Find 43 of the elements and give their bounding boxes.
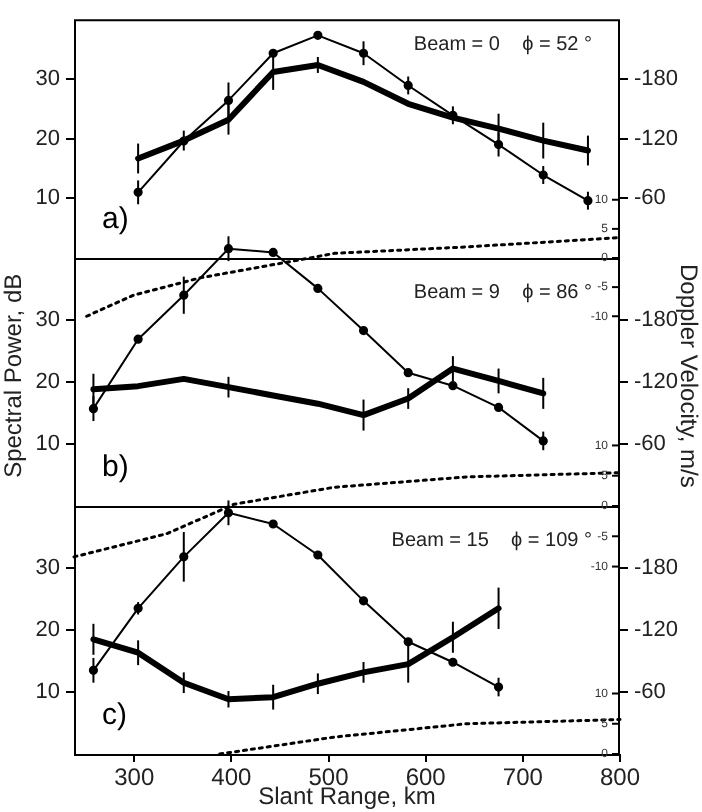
y2-tick-label: -60 bbox=[634, 432, 666, 457]
point bbox=[268, 519, 278, 529]
y-tick-label: 30 bbox=[35, 308, 60, 333]
annotation: Beam = 15 ϕ = 109 ° bbox=[391, 529, 592, 552]
point bbox=[268, 247, 278, 258]
x-tick-label: 400 bbox=[211, 763, 253, 792]
point bbox=[448, 381, 458, 391]
y-tick-label: 20 bbox=[35, 370, 60, 395]
y2-tick-label: -120 bbox=[634, 618, 679, 643]
annotation: b) bbox=[102, 450, 129, 485]
x-tick-label: 700 bbox=[502, 763, 544, 792]
annotation: a) bbox=[102, 202, 129, 237]
y2-axis-title: Doppler Velocity, m/s bbox=[674, 263, 702, 488]
point bbox=[313, 283, 323, 293]
annotation: Beam = 0 ϕ = 52 ° bbox=[413, 33, 592, 56]
point bbox=[313, 30, 323, 40]
y2-tick-label: -120 bbox=[634, 370, 679, 395]
x-tick-label: 800 bbox=[599, 763, 641, 792]
point bbox=[313, 550, 323, 560]
y-tick-label: 20 bbox=[35, 126, 60, 151]
y-tick-label: 20 bbox=[35, 618, 60, 643]
point bbox=[358, 596, 369, 606]
x-tick-label: 300 bbox=[114, 763, 155, 792]
y-tick-label: 10 bbox=[35, 680, 60, 705]
point bbox=[493, 402, 504, 413]
y2-tick-label: -180 bbox=[634, 66, 679, 91]
y-tick-label: 10 bbox=[35, 186, 60, 211]
point bbox=[403, 637, 413, 647]
y2-tick-label: -120 bbox=[634, 126, 679, 151]
point bbox=[448, 657, 458, 667]
point bbox=[403, 368, 413, 378]
point bbox=[358, 325, 369, 336]
y2-tick-label: -180 bbox=[634, 556, 679, 581]
y-tick-label: 30 bbox=[35, 66, 60, 91]
y2-tick-label: -180 bbox=[634, 308, 679, 333]
point bbox=[133, 334, 143, 344]
annotation: c) bbox=[102, 698, 127, 733]
y2-tick-label: -60 bbox=[634, 186, 666, 211]
annotation: Beam = 9 ϕ = 86 ° bbox=[413, 281, 592, 304]
y-axis-title: Spectral Power, dB bbox=[0, 273, 28, 478]
y-tick-label: 10 bbox=[35, 432, 60, 457]
y2-tick-label: -60 bbox=[634, 680, 666, 705]
y-tick-label: 30 bbox=[35, 556, 60, 581]
